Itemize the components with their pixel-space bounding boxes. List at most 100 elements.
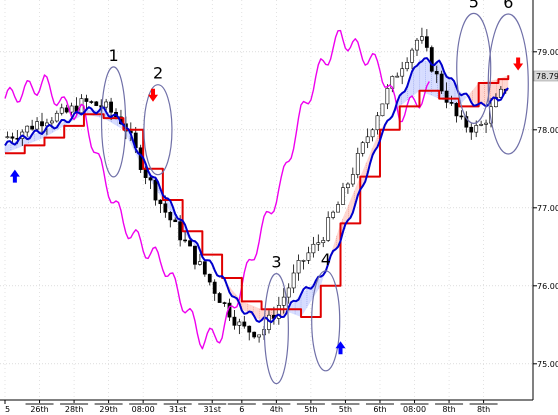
candle-body <box>306 252 311 261</box>
candle-body <box>400 68 405 77</box>
candle-body <box>459 115 464 118</box>
annotation-ellipse-3 <box>263 273 289 385</box>
candle-body <box>454 103 459 117</box>
candle-body <box>420 36 424 41</box>
cloud-segment <box>241 301 245 311</box>
y-tick-label: 78.000 <box>537 126 558 135</box>
cloud-segment <box>305 287 309 310</box>
candle-body <box>247 325 252 333</box>
candle-body <box>321 240 326 244</box>
candle-body <box>360 142 365 154</box>
cloud-segment <box>350 194 353 216</box>
cloud-segment <box>424 60 427 94</box>
cloud-segment <box>167 200 171 212</box>
candle-body <box>415 39 419 51</box>
candle-body <box>375 115 380 131</box>
annotation-ellipses <box>100 12 529 385</box>
annotation-label: 6 <box>503 0 513 12</box>
annotation-ellipse-1 <box>100 66 127 178</box>
cloud-segment <box>27 135 30 145</box>
candle-body <box>252 331 257 338</box>
candle-body <box>489 106 493 124</box>
cloud-segment <box>231 289 235 298</box>
candle-body <box>341 187 345 205</box>
y-tick-label: 76.000 <box>537 282 558 291</box>
candle-body <box>326 217 331 241</box>
candle-body <box>69 105 74 113</box>
y-tick-label: 77.000 <box>537 204 558 213</box>
y-tick-label: 75.000 <box>537 360 558 369</box>
cloud-segment <box>318 278 321 290</box>
annotation-label: 5 <box>469 0 479 11</box>
x-tick-label: 5 <box>5 405 10 414</box>
kijun-line <box>5 75 510 318</box>
cloud-segment <box>130 136 134 150</box>
cloud-segment <box>9 142 13 152</box>
candle-body <box>163 203 168 213</box>
candle-body <box>202 261 207 275</box>
candle-body <box>484 122 488 125</box>
x-tick-label: 8th <box>442 405 455 414</box>
candle-body <box>158 199 163 205</box>
candle-body <box>25 125 30 133</box>
tenkan-line <box>4 57 509 324</box>
candle-body <box>370 129 375 138</box>
candle-body <box>257 334 261 338</box>
candle-body <box>89 101 94 103</box>
x-tick-label: 31st <box>203 405 220 414</box>
candle-body <box>109 101 113 113</box>
cloud-segment <box>283 310 287 315</box>
x-tick-label: 4th <box>270 405 283 414</box>
candle-body <box>405 62 410 70</box>
x-tick-label: 6th <box>373 405 386 414</box>
last-price-label: 78.792 <box>536 72 558 81</box>
annotation-labels: 1 2 3 4 5 6 <box>109 0 514 272</box>
cloud-segment <box>254 306 257 318</box>
candle-body <box>365 136 370 144</box>
candle-body <box>59 107 64 114</box>
up-arrow-icon <box>335 341 346 355</box>
cloud-segment <box>256 307 260 320</box>
plot-background <box>0 0 533 400</box>
candle-body <box>346 183 350 188</box>
candle-body <box>30 125 35 130</box>
cloud-segment <box>412 69 415 97</box>
candle-body <box>148 177 153 181</box>
cloud-segment <box>471 88 474 103</box>
cloud-segment <box>293 299 297 316</box>
candle-body <box>449 102 454 104</box>
candle-body <box>424 36 429 48</box>
cloud-segment <box>426 61 430 95</box>
signal-arrows <box>9 57 524 355</box>
annotation-label: 3 <box>271 253 281 272</box>
candle-body <box>281 296 286 306</box>
candle-body <box>237 321 242 326</box>
x-axis-ticks: 5 26th 28th 29th 08:00 31st 31st 6 4th 5th 5th 6th 0… <box>4 400 498 414</box>
cloud-segment <box>421 60 425 93</box>
candle-body <box>331 211 336 218</box>
candle-body <box>35 121 39 130</box>
candle-body <box>296 260 301 274</box>
cloud-segment <box>34 132 38 142</box>
x-tick-label: 08:00 <box>132 405 155 414</box>
y-tick-label: 79.000 <box>537 48 558 57</box>
cloud-segment <box>416 59 420 93</box>
x-tick-label: 6 <box>239 405 244 414</box>
candle-body <box>193 245 197 265</box>
last-price-marker: 78.792 <box>533 70 558 82</box>
candle-body <box>104 101 109 108</box>
candle-body <box>197 261 202 265</box>
x-tick-label: 29th <box>99 405 117 414</box>
candle-body <box>168 212 173 221</box>
indicator-lines <box>4 29 510 350</box>
candle-body <box>232 316 237 326</box>
y-axis-ticks: 75.000 76.000 77.000 78.000 79.000 <box>533 48 558 369</box>
annotation-ellipse-4 <box>311 270 341 372</box>
cloud-segment <box>281 309 284 317</box>
x-tick-label: 5th <box>304 405 317 414</box>
cloud-segment <box>449 77 452 104</box>
cloud-segment <box>493 79 496 101</box>
annotation-ellipse-2 <box>143 84 173 176</box>
cloud-segment <box>22 137 25 147</box>
